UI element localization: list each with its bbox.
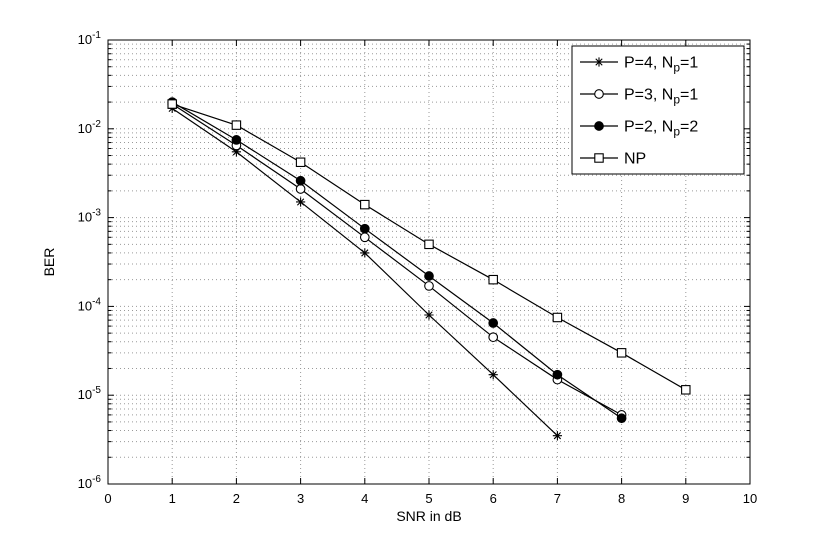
square-open-marker	[295, 157, 306, 168]
square-open-marker	[552, 312, 563, 323]
asterisk-marker	[424, 310, 434, 320]
asterisk-marker	[231, 147, 241, 157]
circle-open-marker	[488, 332, 499, 343]
asterisk-marker	[594, 57, 604, 67]
legend: P=4, Np=1 P=3, Np=1 P=2, Np=2 NP	[571, 45, 745, 175]
circle-filled-marker	[488, 318, 499, 328]
square-open-marker	[231, 120, 242, 130]
x-tick-label: 8	[618, 491, 625, 506]
x-tick-label: 1	[169, 491, 176, 506]
y-tick-label: 10-5	[78, 385, 102, 402]
asterisk-marker	[488, 370, 498, 380]
square-open-marker	[616, 348, 627, 358]
circle-filled-marker	[231, 135, 242, 145]
x-tick-label: 6	[490, 491, 497, 506]
x-tick-label: 4	[361, 491, 368, 506]
x-axis-label: SNR in dB	[396, 508, 461, 524]
legend-entry: P=4, Np=1	[580, 55, 698, 75]
circle-filled-marker	[552, 369, 563, 380]
legend-entry: P=3, Np=1	[580, 87, 698, 107]
x-tick-label: 7	[554, 491, 561, 506]
legend-label: NP	[624, 151, 646, 168]
y-tick-label: 10-3	[78, 208, 102, 225]
series-line	[171, 101, 622, 419]
series-line	[171, 103, 622, 416]
legend-label: P=3, Np=1	[624, 87, 698, 107]
square-open-marker	[488, 274, 498, 285]
legend-box	[571, 45, 745, 175]
circle-filled-marker	[424, 271, 434, 281]
circle-open-marker	[424, 281, 434, 291]
y-tick-label: 10-4	[78, 296, 102, 313]
asterisk-marker	[552, 431, 562, 441]
circle-filled-marker	[359, 223, 370, 234]
x-tick-label: 9	[682, 491, 689, 506]
legend-entry: P=2, Np=2	[580, 119, 698, 139]
tick-labels: 0 1 2 3 4 5 6 7 8 9 10 10-1 10-2 10-3 10-4 10-5 10-6	[78, 30, 758, 506]
square-open-marker	[681, 385, 691, 395]
legend-label: P=2, Np=2	[624, 119, 698, 139]
x-tick-label: 5	[425, 491, 432, 506]
x-tick-label: 2	[233, 491, 240, 506]
y-tick-label: 10-6	[78, 474, 102, 491]
x-tick-label: 3	[297, 491, 304, 506]
circle-filled-marker	[616, 413, 627, 424]
asterisk-marker	[360, 248, 370, 258]
circle-open-marker	[359, 232, 370, 243]
circle-filled-marker	[295, 175, 306, 186]
legend-label: P=4, Np=1	[624, 55, 698, 75]
y-tick-label: 10-1	[78, 30, 102, 47]
x-tick-label: 0	[104, 491, 111, 506]
square-open-marker	[594, 153, 604, 163]
circle-open-marker	[594, 89, 604, 99]
asterisk-marker	[296, 197, 306, 207]
circle-open-marker	[295, 184, 306, 194]
series-layer	[167, 97, 691, 441]
x-tick-label: 10	[743, 491, 757, 506]
axes-box	[107, 39, 751, 485]
square-open-marker	[424, 239, 434, 250]
series-3	[167, 97, 627, 424]
y-tick-label: 10-2	[78, 119, 102, 136]
square-open-marker	[360, 199, 370, 210]
series-4	[167, 99, 691, 395]
legend-entry: NP	[580, 151, 646, 168]
y-axis-label: BER	[41, 248, 57, 277]
square-open-marker	[167, 99, 177, 109]
circle-filled-marker	[594, 121, 604, 131]
